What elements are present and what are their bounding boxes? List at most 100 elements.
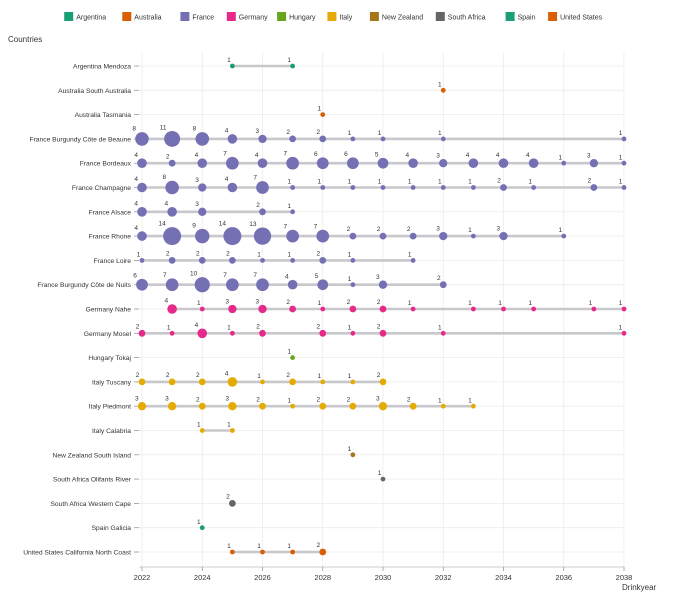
x-tick-label-2036: 2036 (555, 573, 572, 582)
count-label-france-bordeaux-2022: 4 (134, 152, 138, 159)
point-germany-nahe-2038 (621, 306, 627, 312)
point-germany-nahe-2035 (531, 306, 537, 312)
count-label-italy-calabria-2024: 1 (197, 422, 201, 429)
count-label-france-bordeaux-2023: 2 (166, 153, 170, 160)
point-australia-south-australia-2032 (440, 87, 446, 93)
count-label-france-champagne-2027: 1 (287, 179, 291, 186)
count-label-france-loire-2025: 2 (226, 251, 230, 258)
legend-label: Argentina (76, 15, 106, 22)
count-label-italy-tuscany-2024: 2 (196, 372, 200, 379)
point-france-burgundy-c-te-de-beaune-2023 (164, 130, 181, 147)
point-france-burgundy-c-te-de-beaune-2032 (440, 136, 446, 142)
count-label-italy-piedmont-2024: 2 (196, 396, 200, 403)
count-label-france-burgundy-c-te-de-beaune-2026: 3 (256, 128, 260, 135)
x-tick-label-2022: 2022 (134, 573, 151, 582)
count-label-italy-piedmont-2027: 1 (287, 397, 291, 404)
count-label-france-bordeaux-2038: 1 (619, 154, 623, 161)
point-france-burgundy-c-te-de-nuits-2023 (165, 278, 179, 292)
count-label-italy-piedmont-2025: 3 (225, 396, 229, 403)
count-label-france-burgundy-c-te-de-nuits-2025: 7 (223, 272, 227, 279)
point-germany-mosel-2038 (621, 330, 627, 336)
point-italy-piedmont-2026 (259, 402, 266, 410)
point-france-burgundy-c-te-de-beaune-2026 (258, 134, 267, 144)
count-label-germany-nahe-2023: 4 (165, 298, 169, 305)
point-france-rhone-2028 (316, 229, 330, 243)
point-france-bordeaux-2029 (346, 157, 359, 170)
point-france-rhone-2030 (379, 232, 387, 240)
x-tick-label-2034: 2034 (495, 573, 512, 582)
point-argentina-mendoza-2025 (229, 63, 235, 69)
count-label-germany-nahe-2024: 1 (197, 300, 201, 307)
legend-swatch (369, 12, 379, 21)
point-france-burgundy-c-te-de-nuits-2032 (439, 281, 447, 289)
count-label-france-champagne-2026: 7 (253, 175, 257, 182)
count-label-france-bordeaux-2027: 7 (283, 150, 287, 157)
legend-item-south-africa: South Africa (435, 12, 486, 22)
count-label-italy-tuscany-2023: 2 (166, 372, 170, 379)
count-label-france-burgundy-c-te-de-nuits-2032: 2 (437, 275, 441, 282)
point-france-rhone-2023 (163, 227, 182, 246)
point-france-alsace-2027 (290, 209, 296, 215)
point-france-loire-2024 (198, 257, 206, 264)
count-label-italy-piedmont-2033: 1 (468, 397, 472, 404)
count-label-germany-nahe-2025: 3 (225, 298, 229, 305)
count-label-italy-piedmont-2031: 2 (407, 396, 411, 403)
count-label-france-alsace-2024: 3 (195, 201, 199, 208)
y-axis-tick-labels: Argentina Mendoza Australia South Austral… (23, 64, 132, 557)
count-label-france-champagne-2034: 2 (497, 178, 501, 185)
point-italy-tuscany-2028 (320, 379, 326, 385)
count-label-italy-piedmont-2023: 3 (165, 396, 169, 403)
point-france-alsace-2024 (198, 207, 207, 216)
legend-swatch (327, 12, 337, 21)
count-label-france-champagne-2033: 1 (468, 179, 472, 186)
count-label-spain-galicia-2024: 1 (197, 519, 201, 526)
count-label-germany-nahe-2031: 1 (408, 300, 412, 307)
count-label-france-loire-2026: 1 (257, 252, 261, 259)
count-label-france-bordeaux-2036: 1 (559, 154, 563, 161)
y-tick-label-france-loire: France Loire (93, 258, 131, 265)
point-france-loire-2026 (260, 258, 265, 263)
legend-swatch (277, 12, 287, 21)
point-germany-nahe-2034 (501, 306, 506, 312)
point-france-bordeaux-2027 (286, 156, 299, 170)
point-italy-piedmont-2033 (470, 403, 476, 409)
point-italy-calabria-2024 (199, 428, 205, 433)
point-france-burgundy-c-te-de-beaune-2030 (380, 136, 386, 142)
point-france-rhone-2031 (409, 232, 417, 240)
count-label-italy-tuscany-2029: 1 (348, 373, 352, 380)
point-italy-piedmont-2025 (228, 402, 237, 411)
point-south-africa-western-cape-2025 (228, 500, 236, 507)
point-france-rhone-2022 (137, 231, 147, 241)
point-france-champagne-2025 (227, 182, 238, 193)
count-label-italy-calabria-2025: 1 (227, 422, 231, 429)
y-tick-label-argentina-mendoza: Argentina Mendoza (73, 64, 131, 71)
count-label-france-burgundy-c-te-de-beaune-2038: 1 (619, 130, 623, 137)
point-france-burgundy-c-te-de-nuits-2030 (378, 280, 388, 289)
point-france-loire-2025 (228, 257, 236, 264)
count-label-france-burgundy-c-te-de-beaune-2032: 1 (438, 130, 442, 137)
point-france-loire-2029 (350, 258, 356, 263)
count-label-france-rhone-2031: 2 (407, 226, 411, 233)
count-label-italy-piedmont-2030: 3 (376, 396, 380, 403)
count-label-germany-mosel-2025: 1 (227, 324, 231, 331)
point-new-zealand-south-island-2029 (350, 452, 356, 458)
point-france-alsace-2023 (167, 207, 177, 217)
legend-item-germany: Germany (226, 12, 268, 22)
y-tick-label-south-africa-olifants-river: South Africa Olifants River (53, 477, 132, 484)
point-france-burgundy-c-te-de-nuits-2027 (287, 279, 298, 290)
point-france-rhone-2027 (286, 229, 299, 243)
count-label-france-loire-2028: 2 (317, 251, 321, 258)
count-label-france-champagne-2035: 1 (528, 179, 532, 186)
point-france-bordeaux-2033 (468, 158, 479, 168)
point-united-states-california-north-coast-2027 (290, 549, 296, 555)
x-tick-label-2024: 2024 (194, 573, 211, 582)
point-france-rhone-2029 (349, 232, 357, 240)
point-germany-nahe-2031 (410, 306, 416, 312)
point-france-champagne-2032 (440, 185, 446, 190)
count-label-germany-mosel-2029: 1 (348, 324, 352, 331)
legend: Argentina Australia France Germany Hungary It… (64, 12, 603, 22)
count-label-france-burgundy-c-te-de-nuits-2022: 6 (133, 272, 137, 279)
count-label-germany-nahe-2030: 2 (377, 299, 381, 306)
point-france-bordeaux-2030 (377, 157, 389, 169)
